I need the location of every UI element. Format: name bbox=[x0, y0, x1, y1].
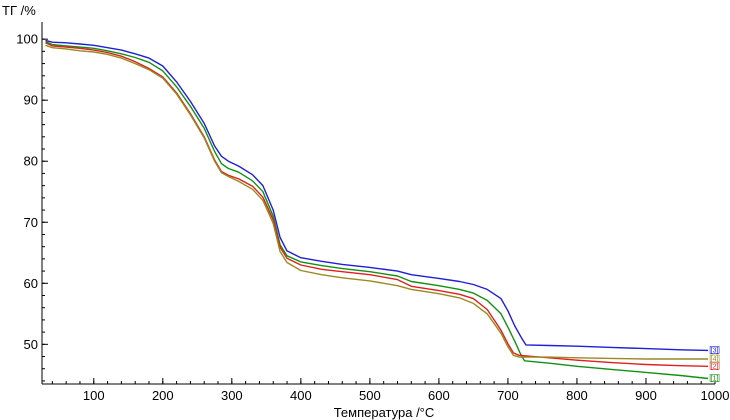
series-tag-box bbox=[709, 361, 720, 370]
series-tags: [3] [1] [2][4] bbox=[709, 346, 720, 383]
x-tick-label: 200 bbox=[152, 388, 174, 403]
x-tick-label: 500 bbox=[359, 388, 381, 403]
y-axis-title: ТГ /% bbox=[2, 3, 36, 18]
series-tag-label: [3] bbox=[711, 347, 719, 354]
series-line-4 bbox=[45, 44, 709, 360]
series-layer bbox=[45, 39, 709, 380]
series-tag-box bbox=[709, 354, 720, 363]
y-tick-label: 100 bbox=[16, 32, 38, 47]
x-tick-label: 100 bbox=[83, 388, 105, 403]
x-tick-label: 800 bbox=[566, 388, 588, 403]
y-tick-label: 80 bbox=[24, 154, 38, 169]
x-tick-label: 400 bbox=[290, 388, 312, 403]
series-line-2 bbox=[45, 40, 709, 380]
y-tick-label: 50 bbox=[24, 337, 38, 352]
axes: 100 200 300 400 500 600 700 800 900 1000 50 60 70 80 9… bbox=[16, 22, 729, 403]
series-tag-box bbox=[709, 374, 720, 382]
x-tick-label: 900 bbox=[635, 388, 657, 403]
series-tag-label: [4] bbox=[711, 356, 719, 363]
series-tag-box bbox=[709, 346, 720, 354]
x-tick-label: 700 bbox=[497, 388, 519, 403]
y-tick-label: 70 bbox=[24, 215, 38, 230]
series-tag-label: [2] bbox=[711, 363, 719, 370]
x-tick-label: 1000 bbox=[701, 388, 730, 403]
x-tick-label: 600 bbox=[428, 388, 450, 403]
series-tag-label: [1] bbox=[711, 376, 719, 383]
series-line-3 bbox=[45, 42, 709, 367]
x-axis-title: Температура /°C bbox=[334, 405, 435, 420]
x-tick-label: 300 bbox=[221, 388, 243, 403]
y-tick-label: 90 bbox=[24, 93, 38, 108]
y-tick-label: 60 bbox=[24, 276, 38, 291]
series-line-1 bbox=[45, 39, 709, 352]
